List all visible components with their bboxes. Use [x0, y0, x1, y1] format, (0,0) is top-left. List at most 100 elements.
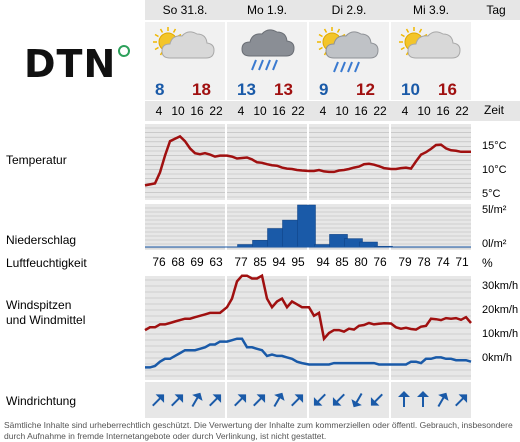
- hour-tick: 4: [401, 104, 409, 118]
- humidity-value: 69: [190, 255, 204, 269]
- sun-ray-icon: [154, 46, 159, 51]
- chart-panel: [391, 204, 471, 250]
- wind-direction-arrow: [313, 393, 326, 406]
- humidity-value: 94: [272, 255, 286, 269]
- temp-min: 10: [401, 80, 420, 99]
- hour-tick: 4: [237, 104, 245, 118]
- wind-direction-arrow: [417, 391, 429, 407]
- wind-direction-arrow: [171, 394, 184, 407]
- chart-panel: [391, 124, 471, 200]
- arrow-shape: [171, 394, 184, 407]
- humidity-value: 78: [417, 255, 431, 269]
- humidity-panel: [309, 252, 389, 274]
- wind-direction-arrow: [191, 392, 203, 408]
- humidity-value: 63: [209, 255, 223, 269]
- wind-direction-arrow: [209, 394, 222, 407]
- precip-axis-label: 5l/m²: [482, 204, 507, 216]
- sun-ray-icon: [172, 28, 177, 33]
- chart-panel: [145, 124, 225, 200]
- sun-ray-icon: [318, 46, 323, 51]
- cloud-icon: [241, 29, 295, 57]
- precip-axis-label: 0l/m²: [482, 238, 507, 250]
- humidity-value: 71: [455, 255, 469, 269]
- row-label-humidity: Luftfeuchtigkeit: [6, 256, 87, 270]
- sun-ray-icon: [159, 28, 164, 33]
- temp-axis-label: 10°C: [482, 164, 507, 176]
- arrow-shape: [437, 392, 449, 408]
- brand-dot: [118, 45, 131, 57]
- brand-text: DTN: [24, 42, 117, 86]
- arrow-shape: [398, 391, 410, 407]
- hour-tick: 4: [319, 104, 327, 118]
- humidity-value: 85: [335, 255, 349, 269]
- wind-axis-label: 30km/h: [482, 280, 519, 292]
- hour-tick: 10: [335, 104, 349, 118]
- tag-header: Tag: [472, 0, 520, 20]
- arrow-shape: [351, 392, 363, 408]
- humidity-unit: %: [482, 256, 493, 270]
- sun-ray-icon: [405, 28, 410, 33]
- sun-ray-icon: [400, 46, 405, 51]
- hour-tick: 10: [253, 104, 267, 118]
- humidity-value: 85: [253, 255, 267, 269]
- forecast-chart: [144, 27, 472, 418]
- hour-tick: 16: [436, 104, 450, 118]
- humidity-value: 77: [234, 255, 248, 269]
- raindrop-icon: [347, 61, 353, 73]
- sun-ray-icon: [418, 28, 423, 33]
- wind-direction-arrow: [398, 391, 410, 407]
- arrow-shape: [417, 391, 429, 407]
- temp-max: 16: [438, 80, 457, 99]
- arrow-shape: [313, 393, 326, 406]
- arrow-shape: [455, 394, 468, 407]
- arrow-shape: [332, 393, 345, 406]
- wind-direction-arrow: [234, 394, 247, 407]
- sun-ray-icon: [323, 28, 328, 33]
- humidity-value: 68: [171, 255, 185, 269]
- hour-tick: 16: [354, 104, 368, 118]
- row-label-temperature: Temperatur: [6, 153, 67, 167]
- day-header: So 31.8.: [145, 0, 225, 20]
- temp-max: 18: [192, 80, 211, 99]
- humidity-value: 76: [152, 255, 166, 269]
- tag-label: Tag: [486, 3, 506, 17]
- raindrop-icon: [340, 61, 346, 73]
- cloud-icon: [161, 31, 215, 59]
- humidity-value: 79: [398, 255, 412, 269]
- row-label-wind: Windspitzen und Windmittel: [6, 298, 86, 327]
- arrow-shape: [234, 394, 247, 407]
- raindrop-icon: [333, 61, 339, 73]
- temp-max: 12: [356, 80, 375, 99]
- temperature-line: [144, 134, 471, 187]
- hour-tick: 10: [171, 104, 185, 118]
- arrow-shape: [253, 394, 266, 407]
- precip-bar: [297, 204, 316, 248]
- arrow-shape: [152, 394, 165, 407]
- hour-tick: 4: [155, 104, 163, 118]
- brand-logo: DTN: [24, 42, 131, 86]
- wind-direction-arrow: [455, 394, 468, 407]
- raindrop-icon: [251, 59, 257, 71]
- chart-panel: [227, 124, 307, 200]
- temp-min: 9: [319, 80, 329, 99]
- arrow-shape: [370, 393, 383, 406]
- sun-ray-icon: [318, 33, 323, 38]
- temp-min: 8: [155, 80, 165, 99]
- sun-ray-icon: [154, 33, 159, 38]
- row-label-winddir: Windrichtung: [6, 394, 77, 408]
- humidity-value: 74: [436, 255, 450, 269]
- cloud-icon: [325, 31, 379, 59]
- hour-tick: 10: [417, 104, 431, 118]
- humidity-panel: [227, 252, 307, 274]
- hour-band: [145, 101, 520, 121]
- hour-tick: 22: [455, 104, 469, 118]
- wind-axis-label: 20km/h: [482, 304, 519, 316]
- hour-tick: 22: [209, 104, 223, 118]
- raindrop-icon: [272, 59, 278, 71]
- day-header: Mo 1.9.: [227, 0, 307, 20]
- arrow-shape: [291, 394, 304, 407]
- wind-axis-label: 10km/h: [482, 328, 519, 340]
- wind-mean-line: [145, 337, 472, 369]
- temp-axis-label: 15°C: [482, 140, 507, 152]
- footer-note: Sämtliche Inhalte sind urheberrechtlich …: [4, 420, 513, 441]
